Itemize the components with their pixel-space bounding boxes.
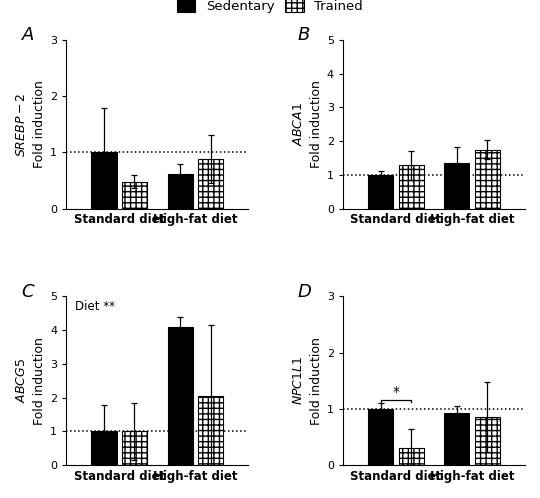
- Bar: [198, 396, 223, 465]
- Text: Diet **: Diet **: [76, 300, 116, 313]
- Bar: [399, 448, 424, 465]
- Text: $\bf\it{D}$: $\bf\it{D}$: [298, 283, 313, 301]
- Bar: [399, 165, 424, 209]
- Bar: [198, 159, 223, 209]
- Y-axis label: $\bf\it{ABCG5}$
Fold induction: $\bf\it{ABCG5}$ Fold induction: [15, 337, 46, 425]
- Legend: Sedentary, Trained: Sedentary, Trained: [174, 0, 366, 16]
- Bar: [475, 149, 500, 209]
- Bar: [122, 431, 147, 465]
- Bar: [444, 413, 469, 465]
- Bar: [368, 175, 393, 209]
- Text: $\bf\it{B}$: $\bf\it{B}$: [298, 26, 310, 44]
- Text: $\bf\it{A}$: $\bf\it{A}$: [21, 26, 35, 44]
- Bar: [167, 174, 193, 209]
- Bar: [91, 152, 117, 209]
- Text: *: *: [393, 385, 400, 399]
- Bar: [91, 431, 117, 465]
- Y-axis label: $\bf\it{SREBP-2}$
Fold induction: $\bf\it{SREBP-2}$ Fold induction: [15, 80, 46, 168]
- Bar: [167, 327, 193, 465]
- Bar: [475, 417, 500, 465]
- Text: $\bf\it{C}$: $\bf\it{C}$: [21, 283, 35, 301]
- Bar: [368, 409, 393, 465]
- Bar: [444, 163, 469, 209]
- Y-axis label: $\bf\it{ABCA1}$
Fold induction: $\bf\it{ABCA1}$ Fold induction: [292, 80, 323, 168]
- Y-axis label: $\bf\it{NPC1L1}$
Fold induction: $\bf\it{NPC1L1}$ Fold induction: [292, 337, 323, 425]
- Bar: [122, 182, 147, 209]
